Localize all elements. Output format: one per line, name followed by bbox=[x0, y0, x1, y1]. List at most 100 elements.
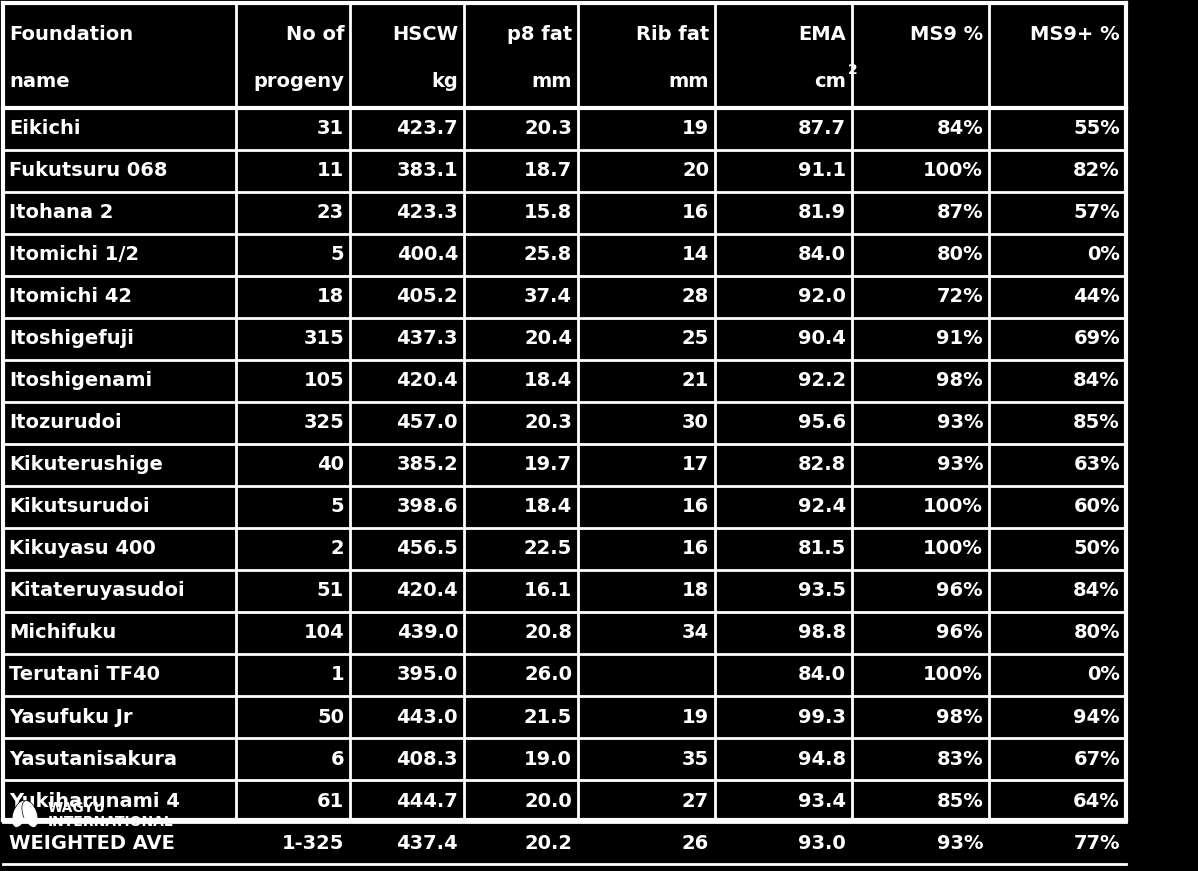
Text: 84.0: 84.0 bbox=[798, 665, 846, 685]
Text: 420.4: 420.4 bbox=[397, 372, 458, 390]
Text: 93.4: 93.4 bbox=[798, 792, 846, 811]
Text: 81.9: 81.9 bbox=[798, 204, 846, 222]
Text: 19: 19 bbox=[682, 707, 709, 726]
Text: 80%: 80% bbox=[937, 246, 984, 265]
Text: 1: 1 bbox=[331, 665, 344, 685]
Text: Kikuterushige: Kikuterushige bbox=[10, 456, 163, 475]
Text: 92.4: 92.4 bbox=[798, 497, 846, 517]
Text: 90.4: 90.4 bbox=[798, 329, 846, 348]
Ellipse shape bbox=[12, 800, 28, 827]
Text: 77%: 77% bbox=[1073, 834, 1120, 853]
Text: Yasutanisakura: Yasutanisakura bbox=[10, 750, 177, 768]
Text: 437.3: 437.3 bbox=[397, 329, 458, 348]
Text: 20.3: 20.3 bbox=[525, 414, 571, 433]
Text: 443.0: 443.0 bbox=[397, 707, 458, 726]
Text: 61: 61 bbox=[316, 792, 344, 811]
Text: 91%: 91% bbox=[937, 329, 984, 348]
Text: 398.6: 398.6 bbox=[397, 497, 458, 517]
Text: 16.1: 16.1 bbox=[524, 582, 571, 600]
Text: 51: 51 bbox=[316, 582, 344, 600]
Text: 92.0: 92.0 bbox=[798, 287, 846, 307]
Text: WAGYU: WAGYU bbox=[48, 801, 105, 815]
Text: 456.5: 456.5 bbox=[397, 539, 458, 558]
Text: 2: 2 bbox=[331, 539, 344, 558]
Text: 457.0: 457.0 bbox=[397, 414, 458, 433]
Text: 60%: 60% bbox=[1073, 497, 1120, 517]
Text: 400.4: 400.4 bbox=[397, 246, 458, 265]
Text: Itomichi 42: Itomichi 42 bbox=[10, 287, 132, 307]
Text: Rib fat: Rib fat bbox=[636, 25, 709, 44]
Text: 408.3: 408.3 bbox=[397, 750, 458, 768]
Text: 25: 25 bbox=[682, 329, 709, 348]
Text: INTERNATIONAL: INTERNATIONAL bbox=[48, 815, 174, 829]
Text: 439.0: 439.0 bbox=[397, 624, 458, 643]
Text: MS9+ %: MS9+ % bbox=[1030, 25, 1120, 44]
Text: 93%: 93% bbox=[937, 414, 984, 433]
Text: Itoshigefuji: Itoshigefuji bbox=[10, 329, 134, 348]
Text: 96%: 96% bbox=[937, 582, 984, 600]
Text: 20.4: 20.4 bbox=[524, 329, 571, 348]
Text: 85%: 85% bbox=[1073, 414, 1120, 433]
Text: Yukiharunami 4: Yukiharunami 4 bbox=[10, 792, 180, 811]
Text: name: name bbox=[10, 72, 69, 91]
Text: 35: 35 bbox=[682, 750, 709, 768]
Text: 18: 18 bbox=[682, 582, 709, 600]
Text: 423.7: 423.7 bbox=[397, 119, 458, 138]
Text: 93.0: 93.0 bbox=[798, 834, 846, 853]
Text: 420.4: 420.4 bbox=[397, 582, 458, 600]
Text: 18.4: 18.4 bbox=[524, 372, 571, 390]
Text: Itozurudoi: Itozurudoi bbox=[10, 414, 122, 433]
Text: No of: No of bbox=[285, 25, 344, 44]
Text: 19.7: 19.7 bbox=[524, 456, 571, 475]
Text: 30: 30 bbox=[682, 414, 709, 433]
Text: 1-325: 1-325 bbox=[282, 834, 344, 853]
Text: 20.3: 20.3 bbox=[525, 119, 571, 138]
Text: 315: 315 bbox=[303, 329, 344, 348]
Text: 423.3: 423.3 bbox=[397, 204, 458, 222]
Text: 67%: 67% bbox=[1073, 750, 1120, 768]
Text: 23: 23 bbox=[317, 204, 344, 222]
Text: mm: mm bbox=[532, 72, 571, 91]
Text: 20: 20 bbox=[682, 161, 709, 180]
Text: 91.1: 91.1 bbox=[798, 161, 846, 180]
Text: 87.7: 87.7 bbox=[798, 119, 846, 138]
Text: 96%: 96% bbox=[937, 624, 984, 643]
Text: 84%: 84% bbox=[937, 119, 984, 138]
Text: 81.5: 81.5 bbox=[798, 539, 846, 558]
Text: 37.4: 37.4 bbox=[524, 287, 571, 307]
Text: Fukutsuru 068: Fukutsuru 068 bbox=[10, 161, 168, 180]
Text: 40: 40 bbox=[317, 456, 344, 475]
Text: 100%: 100% bbox=[924, 161, 984, 180]
Text: 100%: 100% bbox=[924, 539, 984, 558]
Text: 6: 6 bbox=[331, 750, 344, 768]
Text: 385.2: 385.2 bbox=[397, 456, 458, 475]
Text: 69%: 69% bbox=[1073, 329, 1120, 348]
Text: 395.0: 395.0 bbox=[397, 665, 458, 685]
Text: 55%: 55% bbox=[1073, 119, 1120, 138]
Text: Terutani TF40: Terutani TF40 bbox=[10, 665, 161, 685]
Text: 15.8: 15.8 bbox=[524, 204, 571, 222]
Text: Itohana 2: Itohana 2 bbox=[10, 204, 114, 222]
Text: 84%: 84% bbox=[1073, 582, 1120, 600]
Text: 84%: 84% bbox=[1073, 372, 1120, 390]
Text: 18.7: 18.7 bbox=[524, 161, 571, 180]
Text: 20.8: 20.8 bbox=[524, 624, 571, 643]
Text: 14: 14 bbox=[682, 246, 709, 265]
Text: 50%: 50% bbox=[1073, 539, 1120, 558]
Text: 21: 21 bbox=[682, 372, 709, 390]
Text: WEIGHTED AVE: WEIGHTED AVE bbox=[10, 834, 175, 853]
Text: progeny: progeny bbox=[253, 72, 344, 91]
Text: 100%: 100% bbox=[924, 497, 984, 517]
Text: 325: 325 bbox=[303, 414, 344, 433]
Text: 26.0: 26.0 bbox=[524, 665, 571, 685]
Text: 444.7: 444.7 bbox=[397, 792, 458, 811]
Text: 84.0: 84.0 bbox=[798, 246, 846, 265]
Text: 25.8: 25.8 bbox=[524, 246, 571, 265]
Text: 34: 34 bbox=[682, 624, 709, 643]
Text: 405.2: 405.2 bbox=[397, 287, 458, 307]
Text: 98.8: 98.8 bbox=[798, 624, 846, 643]
Text: EMA: EMA bbox=[798, 25, 846, 44]
Text: 87%: 87% bbox=[937, 204, 984, 222]
Text: HSCW: HSCW bbox=[392, 25, 458, 44]
Text: 72%: 72% bbox=[937, 287, 984, 307]
